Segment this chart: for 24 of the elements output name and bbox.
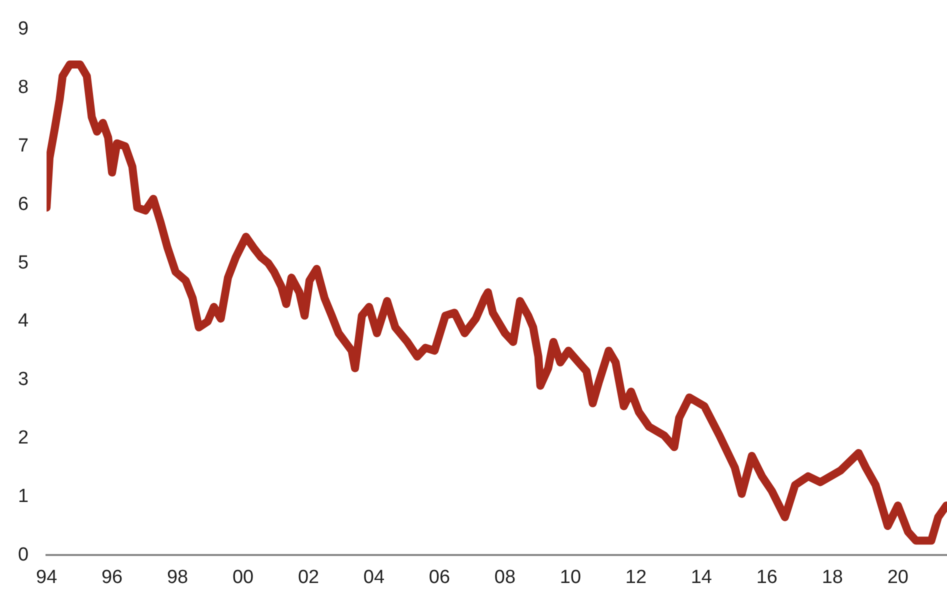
y-tick-label: 5	[18, 252, 29, 274]
y-tick-label: 4	[18, 310, 29, 332]
x-tick-label: 10	[560, 566, 582, 588]
y-tick-label: 7	[18, 135, 29, 156]
y-tick-label: 8	[18, 77, 29, 98]
x-tick-label: 20	[887, 566, 908, 588]
y-tick-label: 3	[18, 369, 29, 390]
y-tick-label: 2	[18, 428, 29, 449]
x-tick-label: 02	[298, 566, 320, 588]
x-tick-label: 00	[232, 566, 254, 588]
x-tick-label: 16	[756, 566, 778, 588]
x-tick-label: 14	[690, 566, 712, 588]
x-tick-label: 08	[494, 566, 516, 588]
x-tick-label: 12	[625, 566, 647, 588]
y-tick-label: 1	[18, 486, 29, 508]
x-tick-label: 04	[363, 566, 385, 588]
y-tick-label: 0	[18, 544, 29, 566]
x-tick-label: 06	[428, 566, 450, 588]
x-tick-label: 96	[101, 566, 123, 588]
x-tick-label: 18	[822, 566, 843, 588]
y-tick-label: 9	[18, 18, 29, 40]
x-tick-label: 94	[36, 566, 58, 588]
y-tick-label: 6	[18, 194, 29, 215]
x-tick-label: 98	[166, 566, 188, 588]
